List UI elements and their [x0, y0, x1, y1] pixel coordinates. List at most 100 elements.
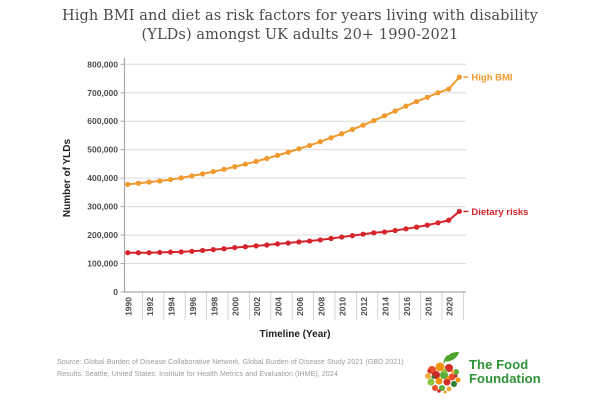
logo-text-line-2: Foundation — [469, 371, 541, 386]
data-point — [200, 247, 206, 254]
x-tick-label: 2002 — [252, 297, 262, 316]
data-point — [242, 244, 248, 250]
data-point — [456, 208, 462, 215]
data-point — [403, 226, 409, 232]
y-tick-label: 400,000 — [87, 173, 118, 183]
data-point — [178, 175, 184, 181]
x-axis-title: Timeline (Year) — [260, 329, 331, 340]
data-point — [189, 248, 195, 254]
y-tick-label: 500,000 — [87, 145, 118, 155]
data-point — [242, 161, 248, 167]
data-point — [189, 173, 195, 179]
data-point — [424, 94, 430, 100]
data-point — [424, 222, 430, 228]
x-tick-label: 2006 — [295, 297, 305, 316]
chart-title-line-1: High BMI and diet as risk factors for ye… — [62, 8, 538, 24]
x-tick-label: 2014 — [381, 297, 391, 316]
data-point — [392, 108, 398, 114]
data-point — [349, 233, 355, 239]
data-point — [435, 220, 441, 226]
data-point — [210, 246, 216, 253]
data-point — [135, 250, 141, 256]
y-tick-label: 700,000 — [87, 88, 118, 98]
data-point — [392, 227, 398, 234]
data-point — [414, 224, 420, 230]
data-point — [381, 113, 388, 119]
data-point — [360, 231, 366, 237]
data-point — [435, 90, 441, 96]
y-tick-label: 200,000 — [87, 230, 118, 240]
data-point — [371, 118, 377, 124]
y-tick-label: 800,000 — [87, 59, 118, 69]
series-end-label: High BMI — [471, 73, 512, 84]
data-point — [349, 126, 355, 133]
x-tick-label: 1994 — [167, 297, 177, 316]
x-tick-label: 2008 — [316, 297, 326, 316]
data-point — [414, 98, 420, 105]
data-point — [253, 158, 259, 164]
x-tick-label: 2018 — [423, 297, 433, 316]
data-point — [157, 178, 163, 184]
data-point — [317, 237, 323, 243]
x-tick-label: 2012 — [359, 297, 369, 316]
data-point — [360, 122, 366, 128]
data-point — [135, 180, 141, 186]
data-point — [178, 249, 184, 255]
x-tick-label: 2016 — [402, 297, 412, 316]
data-point — [339, 234, 345, 240]
data-point — [125, 250, 131, 256]
series-end-label: Dietary risks — [471, 207, 528, 218]
chart-title-line-2: (YLDs) amongst UK adults 20+ 1990-2021 — [141, 27, 459, 43]
logo-text: The Food Foundation — [469, 356, 541, 386]
data-point — [285, 240, 291, 246]
source-text: Source: Global Burden of Disease Collabo… — [57, 357, 404, 382]
y-tick-label: 600,000 — [87, 116, 118, 126]
x-tick-label: 2000 — [231, 297, 241, 316]
data-point — [456, 74, 462, 80]
chart-title: High BMI and diet as risk factors for ye… — [0, 7, 600, 45]
apple-logo-icon — [425, 351, 461, 394]
x-tick-label: 1996 — [188, 297, 198, 316]
data-point — [210, 169, 216, 175]
data-point — [264, 155, 270, 162]
chart: Number of YLDs Timeline (Year) 0 100,000 2… — [62, 58, 528, 340]
data-point — [253, 243, 259, 249]
data-point — [157, 249, 163, 256]
data-point — [285, 149, 291, 155]
data-point — [274, 152, 281, 158]
x-tick-label: 2010 — [338, 297, 348, 316]
data-point — [274, 241, 281, 247]
data-point — [403, 103, 409, 109]
data-point — [146, 250, 152, 256]
data-point — [307, 238, 313, 244]
y-tick-label: 0 — [113, 287, 118, 297]
data-point — [296, 239, 302, 245]
data-point — [381, 229, 388, 235]
data-point — [371, 230, 377, 236]
data-point — [328, 135, 334, 141]
data-point — [146, 179, 152, 185]
data-point — [167, 249, 174, 255]
source-text-line-2: Results. Seattle, United States: Institu… — [57, 371, 338, 379]
source-text-line-1: Source: Global Burden of Disease Collabo… — [57, 359, 404, 366]
data-point — [167, 176, 174, 183]
x-tick-label: 2020 — [445, 297, 455, 316]
logo-text-line-1: The Food — [469, 356, 529, 372]
y-tick-label: 100,000 — [87, 259, 118, 269]
y-axis-title: Number of YLDs — [62, 138, 73, 217]
food-foundation-logo: The Food Foundation — [423, 350, 541, 394]
x-tick-label: 1990 — [124, 297, 134, 316]
data-point — [328, 235, 334, 242]
data-point — [296, 146, 302, 152]
data-point — [232, 244, 238, 251]
data-point — [200, 171, 206, 177]
y-tick-label: 300,000 — [87, 202, 118, 212]
x-tick-label: 1992 — [145, 297, 155, 316]
data-point — [307, 142, 313, 149]
x-tick-label: 1998 — [209, 297, 219, 316]
data-point — [317, 139, 323, 145]
series-line — [127, 210, 461, 254]
x-tick-label: 2004 — [274, 297, 284, 316]
data-point — [221, 246, 227, 252]
